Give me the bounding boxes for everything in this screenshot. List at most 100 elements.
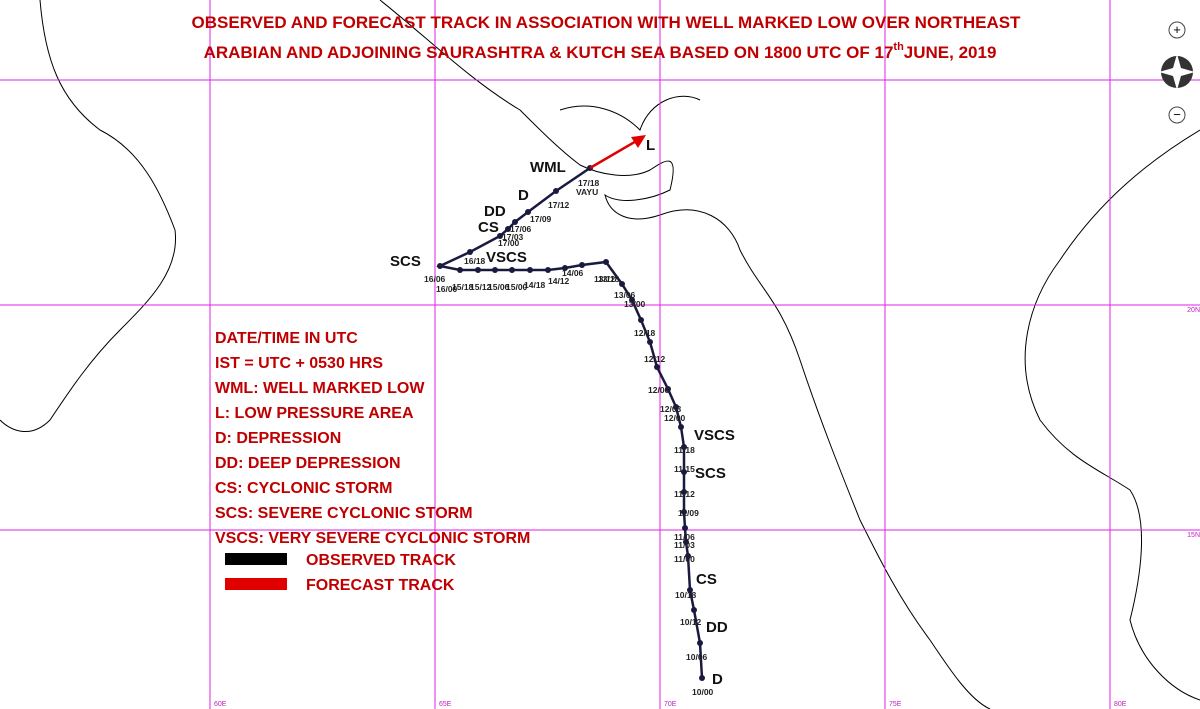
- forecast-arrow: [631, 135, 646, 148]
- legend-line: D: DEPRESSION: [215, 430, 341, 447]
- stage-label: L: [646, 137, 655, 154]
- legend-line: WML: WELL MARKED LOW: [215, 380, 425, 397]
- time-label: 11/03: [674, 540, 695, 550]
- legend-line: VSCS: VERY SEVERE CYCLONIC STORM: [215, 530, 530, 547]
- time-label: 17/00: [498, 238, 520, 248]
- time-label: 12/06: [648, 385, 670, 395]
- stage-label: SCS: [695, 465, 726, 482]
- track-point: [579, 262, 585, 268]
- time-label: 12/18: [634, 328, 656, 338]
- zoom-out[interactable]: [1168, 106, 1186, 124]
- track-point: [638, 317, 644, 323]
- pan-arrows: [1159, 54, 1195, 90]
- time-label: 17/09: [530, 214, 552, 224]
- time-label: 11/18: [674, 445, 695, 455]
- track-point: [691, 607, 697, 613]
- stage-label: VSCS: [694, 427, 735, 444]
- lon-label: 80E: [1114, 701, 1127, 708]
- lon-label: 70E: [664, 701, 677, 708]
- track-point: [697, 640, 703, 646]
- track-point: [673, 404, 679, 410]
- time-label: 11/00: [674, 554, 695, 564]
- track-point: [681, 444, 687, 450]
- time-label: 10/18: [675, 590, 697, 600]
- track-point: [681, 469, 687, 475]
- time-label: 16/06: [424, 274, 446, 284]
- legend-line: SCS: SEVERE CYCLONIC STORM: [215, 505, 473, 522]
- track-point: [467, 249, 473, 255]
- time-label: 17/12: [548, 200, 570, 210]
- legend-line: L: LOW PRESSURE AREA: [215, 405, 414, 422]
- track-point: [654, 364, 660, 370]
- track-point: [665, 386, 671, 392]
- stage-label: D: [712, 671, 723, 688]
- track-point: [699, 675, 705, 681]
- observed-track: [436, 166, 704, 679]
- stage-label: SCS: [390, 253, 421, 270]
- time-label: 10/06: [686, 652, 708, 662]
- stage-label: VSCS: [486, 249, 527, 266]
- time-label: 13/06: [614, 290, 636, 300]
- track-point: [437, 263, 443, 269]
- track: [436, 135, 705, 681]
- title-line: ARABIAN AND ADJOINING SAURASHTRA & KUTCH…: [204, 41, 997, 62]
- time-label: 17/18: [578, 178, 600, 188]
- zoom-in[interactable]: [1168, 21, 1186, 39]
- title-text: ARABIAN AND ADJOINING SAURASHTRA & KUTCH…: [204, 43, 894, 62]
- time-label: 10/12: [680, 617, 702, 627]
- lat-label: 15N: [1187, 532, 1200, 539]
- track-point: [512, 219, 518, 225]
- lon-label: 60E: [214, 701, 227, 708]
- legend-key-label: OBSERVED TRACK: [306, 552, 456, 569]
- time-label: 11/06: [674, 532, 695, 542]
- time-label: 14/06: [562, 268, 584, 278]
- track-point: [682, 525, 688, 531]
- time-label: 17/06: [510, 224, 532, 234]
- legend: DATE/TIME IN UTC IST = UTC + 0530 HRS WML:…: [215, 330, 530, 594]
- track-point: [619, 281, 625, 287]
- track-point: [681, 509, 687, 515]
- track-point: [553, 188, 559, 194]
- time-label: 15/06: [488, 282, 510, 292]
- title-line: OBSERVED AND FORECAST TRACK IN ASSOCIATI…: [192, 13, 1022, 32]
- zoom-out-label[interactable]: −: [1173, 107, 1181, 122]
- time-label: 15/18: [452, 282, 474, 292]
- legend-line: IST = UTC + 0530 HRS: [215, 355, 383, 372]
- legend-line: CS: CYCLONIC STORM: [215, 480, 392, 497]
- time-label: 14/12: [548, 276, 570, 286]
- track-point: [687, 587, 693, 593]
- lat-label: 20N: [1187, 307, 1200, 314]
- title-text: JUNE, 2019: [904, 43, 997, 62]
- track-point: [457, 267, 463, 273]
- legend-key-label: FORECAST TRACK: [306, 577, 455, 594]
- map-controls: + −: [1159, 21, 1195, 124]
- track-point: [603, 259, 609, 265]
- track-point: [683, 539, 689, 545]
- track-point: [545, 267, 551, 273]
- time-label: 15/12: [470, 282, 492, 292]
- lon-label: 75E: [889, 701, 902, 708]
- legend-key: [225, 553, 287, 565]
- time-label: 11/09: [678, 508, 699, 518]
- time-label: 11/12: [674, 489, 695, 499]
- lon-label: 65E: [439, 701, 452, 708]
- title-sup: th: [893, 41, 904, 53]
- time-label: 15/00: [506, 282, 528, 292]
- legend-line: DD: DEEP DEPRESSION: [215, 455, 401, 472]
- time-label: 13/18: [598, 274, 620, 284]
- track-point: [647, 339, 653, 345]
- time-label: VAYU: [576, 187, 598, 197]
- zoom-in-label[interactable]: +: [1173, 22, 1181, 37]
- forecast-track: [589, 138, 639, 170]
- track-point: [527, 267, 533, 273]
- time-label: 12/00: [664, 413, 686, 423]
- time-label: 14/18: [524, 280, 546, 290]
- stage-label: CS: [696, 571, 717, 588]
- track-point: [509, 267, 515, 273]
- track-point: [562, 265, 568, 271]
- time-label: 17/03: [502, 232, 524, 242]
